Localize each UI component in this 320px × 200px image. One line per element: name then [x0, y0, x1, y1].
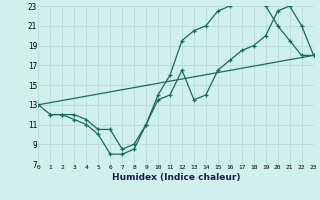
X-axis label: Humidex (Indice chaleur): Humidex (Indice chaleur) [112, 173, 240, 182]
